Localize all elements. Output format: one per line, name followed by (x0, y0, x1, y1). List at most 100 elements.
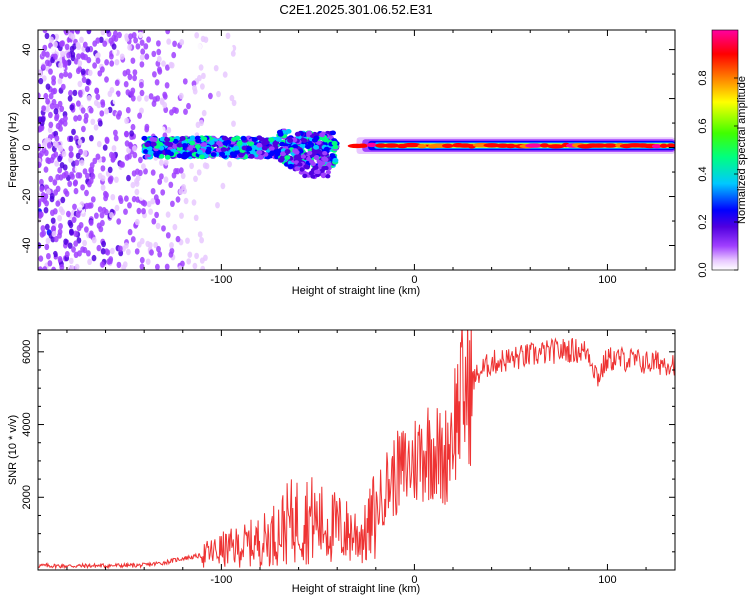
spectrogram-cell (45, 237, 51, 244)
spectrogram-cell (159, 97, 165, 104)
spectrogram-cell (176, 153, 183, 159)
spectrogram-cell (100, 184, 106, 191)
spectrogram-cell (44, 223, 50, 231)
spectrogram-cell (196, 169, 202, 176)
colorbar-tick-label: 0.2 (697, 214, 709, 229)
spectrogram-cell (195, 138, 202, 144)
spectrogram-cell (228, 45, 234, 52)
spectrogram-cell (61, 172, 67, 179)
spectrogram-cell (157, 178, 163, 185)
spectrogram-cell (57, 100, 63, 108)
spectrogram-cell (128, 33, 134, 40)
spectrogram-cell (117, 31, 122, 39)
spectrogram-cell (153, 194, 159, 201)
spectrogram-cell (54, 141, 59, 149)
spectrogram-cell (198, 154, 205, 160)
spectrogram-cell (172, 40, 178, 47)
spectrogram-cell (108, 177, 113, 185)
spectrogram-cell (39, 231, 45, 238)
spectrogram-cell (100, 248, 106, 255)
spectrogram-cell (41, 105, 46, 112)
spectrogram-cell (151, 50, 157, 58)
spectrogram-cell (158, 154, 165, 159)
spectrogram-cell (213, 65, 219, 72)
spectrogram-cell (288, 163, 294, 169)
spectrogram-cell (104, 76, 109, 83)
spectrogram-peak-blob (442, 143, 454, 148)
spectrogram-cell (123, 130, 129, 138)
spectrogram-cell (38, 126, 42, 133)
spectrogram-cell (66, 52, 71, 59)
spectrogram-cell (57, 78, 63, 85)
spectrogram-cell (124, 154, 130, 161)
spectrogram-cell (301, 138, 308, 144)
spectrogram-cell (64, 251, 70, 258)
spectrogram-cell (77, 204, 83, 211)
spectrogram-cell (124, 33, 129, 40)
spectrogram-cell (46, 142, 52, 149)
colorbar-ticks: 0.0 0.2 0.4 0.6 0.8 (697, 70, 738, 278)
spectrogram-cell (57, 167, 63, 174)
spectrogram-cell (197, 178, 203, 186)
spectrogram-cell (45, 106, 50, 113)
spectrogram-cell (60, 208, 65, 216)
spectrogram-cell (125, 89, 131, 96)
spectrogram-cell (210, 152, 217, 157)
spectrogram-cell (54, 33, 59, 40)
spectrogram-panel: -100 0 100 -40 -20 0 20 40 Height of straight … (7, 29, 676, 297)
spectrogram-cell (52, 179, 58, 186)
spectrogram-cell (38, 200, 42, 207)
spectrogram-cell (53, 53, 58, 60)
spectrogram-cell (113, 35, 119, 42)
spectrogram-cell (133, 37, 139, 44)
spectrogram-cell (146, 36, 152, 43)
spectrogram-cell (48, 175, 54, 183)
spectrogram-peak-blob (357, 143, 368, 148)
spectrogram-peak-blob (375, 143, 387, 148)
spectrogram-cell (55, 200, 61, 207)
spectrogram-cell (150, 169, 156, 176)
spectrogram-cell (195, 121, 201, 128)
spectrogram-cell (145, 258, 151, 265)
spectrogram-cell (132, 151, 138, 159)
x-tick-label: -100 (210, 274, 232, 286)
spectrogram-cell (75, 172, 81, 179)
spectrogram-cell (86, 30, 92, 35)
spectrogram-cell (43, 207, 49, 214)
spectrogram-cell (284, 149, 291, 154)
spectrogram-cell (58, 145, 64, 152)
spectrogram-cell (119, 53, 125, 60)
spectrogram-cell (154, 211, 160, 219)
spectrogram-cell (221, 135, 228, 141)
spectrogram-peak-blob (602, 143, 618, 148)
spectrogram-cell (109, 87, 115, 94)
spectrogram-cell (135, 43, 141, 50)
spectrogram-cell (74, 165, 80, 173)
spectrogram-cell (51, 230, 57, 238)
spectrogram-cell (181, 143, 188, 148)
spectrogram-cell (76, 100, 81, 107)
spectrogram-cell (60, 83, 66, 91)
spectrogram-cell (92, 62, 97, 69)
spectrogram-cell (292, 144, 299, 149)
spectrogram-cell (80, 68, 86, 76)
spectrogram-cell (304, 144, 311, 150)
spectrogram-cell (57, 256, 63, 263)
spectrogram-cell (70, 33, 76, 40)
spectrogram-cell (200, 265, 206, 270)
spectrogram-cell (69, 45, 75, 52)
spectrogram-cell (162, 91, 168, 99)
spectrogram-cell (159, 173, 164, 180)
spectrogram-cell (225, 139, 232, 145)
spectrogram-cell (53, 151, 59, 158)
spectrogram-cell (50, 88, 56, 95)
spectrogram-cell (127, 141, 133, 149)
spectrogram-cell (59, 105, 65, 113)
spectrogram-cell (90, 196, 96, 203)
spectrogram-cell (143, 168, 148, 175)
spectrogram-cell (124, 195, 129, 202)
spectrogram-cell (77, 60, 83, 67)
spectrogram-cell (47, 260, 53, 267)
spectrogram-cell (82, 168, 88, 175)
spectrogram-cell (155, 95, 161, 102)
